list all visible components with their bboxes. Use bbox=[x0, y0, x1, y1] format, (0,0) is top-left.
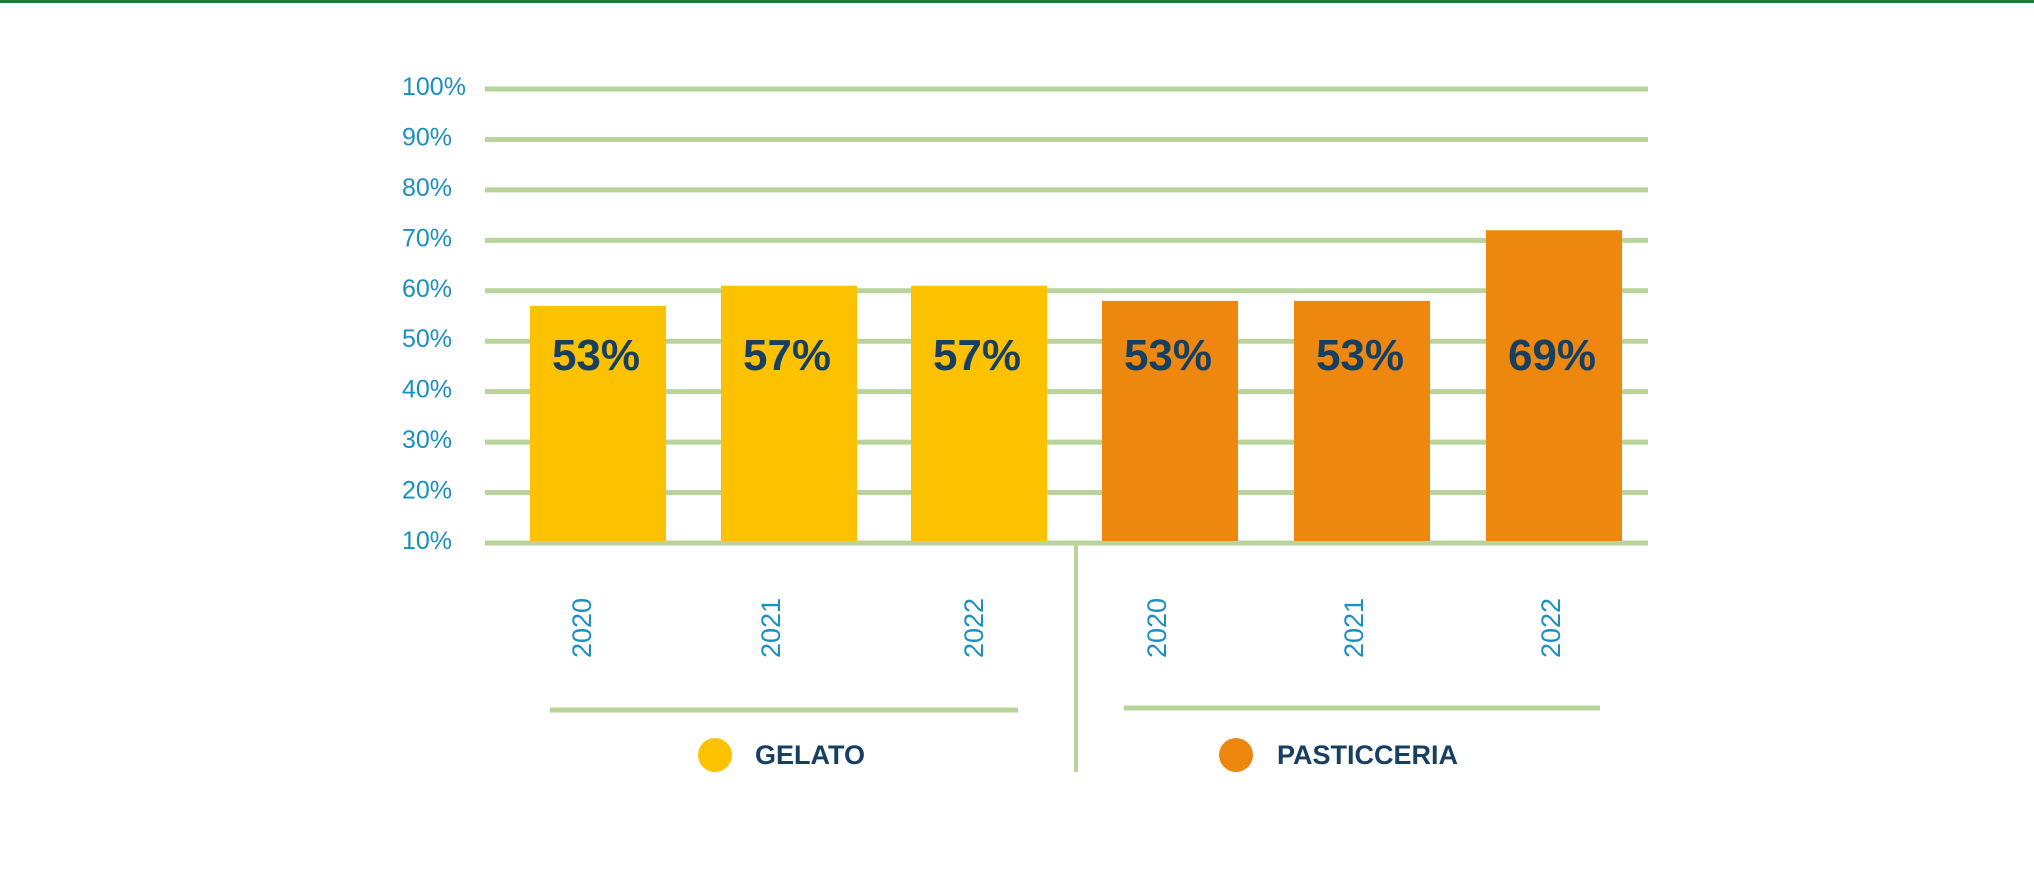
data-label: 53% bbox=[1316, 331, 1404, 380]
top-rule bbox=[0, 0, 2034, 3]
bar-gelato-2022 bbox=[911, 285, 1047, 541]
x-tick-label: 2021 bbox=[756, 598, 786, 658]
bar-pasticceria-2022 bbox=[1486, 230, 1622, 541]
data-label: 57% bbox=[933, 331, 1021, 380]
bar-gelato-2020 bbox=[530, 305, 666, 541]
y-tick-label: 70% bbox=[402, 224, 452, 252]
y-tick-label: 50% bbox=[402, 325, 452, 353]
y-tick-label: 40% bbox=[402, 376, 452, 404]
y-tick-label: 20% bbox=[402, 477, 452, 505]
data-label: 53% bbox=[1124, 331, 1212, 380]
legend-label: PASTICCERIA bbox=[1277, 740, 1458, 770]
x-tick-label: 2020 bbox=[1142, 598, 1172, 658]
data-label: 57% bbox=[743, 331, 831, 380]
x-tick-label: 2020 bbox=[567, 598, 597, 658]
legend-swatch-gelato bbox=[698, 738, 732, 772]
x-tick-label: 2022 bbox=[1536, 598, 1566, 658]
y-tick-label: 10% bbox=[402, 527, 452, 555]
data-label: 69% bbox=[1508, 331, 1596, 380]
x-tick-label: 2022 bbox=[959, 598, 989, 658]
y-tick-label: 80% bbox=[402, 174, 452, 202]
bar-pasticceria-2020 bbox=[1102, 300, 1238, 541]
bar-gelato-2021 bbox=[721, 285, 857, 541]
y-tick-label: 60% bbox=[402, 275, 452, 303]
y-tick-label: 30% bbox=[402, 426, 452, 454]
legend-label: GELATO bbox=[755, 740, 865, 770]
y-tick-label: 90% bbox=[402, 123, 452, 151]
x-tick-label: 2021 bbox=[1339, 598, 1369, 658]
y-tick-label: 100% bbox=[402, 73, 466, 101]
data-label: 53% bbox=[552, 331, 640, 380]
bar-pasticceria-2021 bbox=[1294, 300, 1430, 541]
legend-swatch-pasticceria bbox=[1219, 738, 1253, 772]
